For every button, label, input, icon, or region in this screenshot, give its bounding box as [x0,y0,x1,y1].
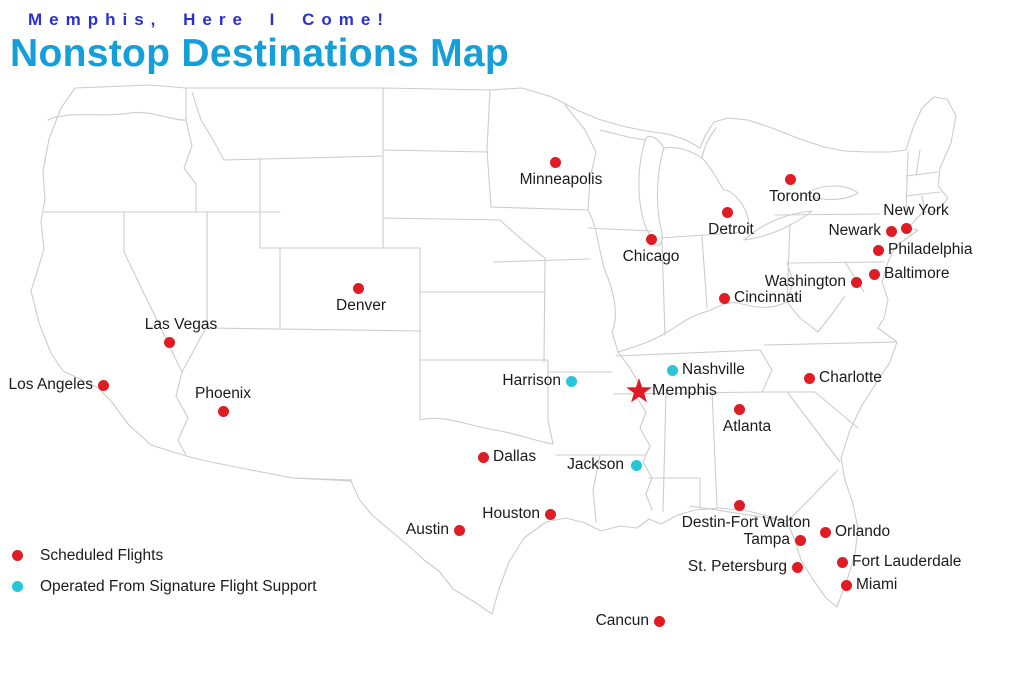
city-label: Detroit [708,221,754,238]
scheduled-dot-icon [900,222,912,234]
city-label: Cancun [595,612,649,629]
signature-dot-icon [12,581,23,592]
city-label: Chicago [622,248,680,265]
legend-label: Scheduled Flights [40,546,164,564]
scheduled-dot-icon [733,403,745,415]
legend-item-scheduled: Scheduled Flights [12,540,317,571]
city-label: Orlando [835,523,891,540]
scheduled-dot-icon [163,336,175,348]
city-label: Las Vegas [144,315,218,333]
scheduled-dot-icon [12,550,23,561]
city-label: Baltimore [884,265,950,282]
scheduled-dot-icon [868,268,880,280]
scheduled-dot-icon [803,372,815,384]
scheduled-dot-icon [97,379,109,391]
scheduled-dot-icon [850,276,862,288]
signature-dot-icon [630,459,642,471]
scheduled-dot-icon [544,508,556,520]
city-label: Memphis [652,382,717,399]
city-label: Harrison [502,372,561,389]
signature-dot-icon [666,364,678,376]
city-label: Miami [856,576,898,593]
scheduled-dot-icon [217,405,229,417]
city-label: Toronto [769,188,821,205]
scheduled-dot-icon [791,561,803,573]
scheduled-dot-icon [794,534,806,546]
city-label: St. Petersburg [687,558,787,575]
scheduled-dot-icon [819,526,831,538]
city-label: Los Angeles [8,376,93,393]
city-label: Washington [764,273,846,290]
city-label: Denver [336,297,386,314]
city-label: Destin-Fort Walton [681,514,811,531]
scheduled-dot-icon [477,451,489,463]
scheduled-dot-icon [885,225,897,237]
state-borders-east [564,104,941,522]
signature-dot-icon [565,375,577,387]
scheduled-dot-icon [718,292,730,304]
state-borders-west [43,87,646,523]
city-label: Austin [405,521,449,538]
city-label: Newark [828,222,881,239]
page-title: Nonstop Destinations Map [10,32,510,75]
scheduled-dot-icon [653,615,665,627]
city-label: Jackson [567,456,624,473]
city-label: New York [883,201,949,219]
legend-item-signature: Operated From Signature Flight Support [12,571,317,602]
scheduled-dot-icon [645,233,657,245]
scheduled-dot-icon [721,206,733,218]
scheduled-dot-icon [453,524,465,536]
great-lakes [599,127,859,246]
scheduled-dot-icon [836,556,848,568]
city-label: Philadelphia [888,241,973,258]
city-label: Fort Lauderdale [852,553,962,570]
legend: Scheduled Flights Operated From Signatur… [12,540,317,602]
scheduled-dot-icon [352,282,364,294]
scheduled-dot-icon [840,579,852,591]
scheduled-dot-icon [733,499,745,511]
city-label: Houston [482,505,540,522]
city-label: Minneapolis [519,171,603,188]
scheduled-dot-icon [549,156,561,168]
city-label: Nashville [682,361,745,378]
city-label: Atlanta [722,418,772,435]
city-label: Tampa [743,531,790,548]
map-tagline: Memphis, Here I Come! [28,10,390,29]
city-label: Charlotte [819,369,882,386]
star-icon [625,378,653,405]
scheduled-dot-icon [784,173,796,185]
legend-label: Operated From Signature Flight Support [40,577,317,595]
scheduled-dot-icon [872,244,884,256]
city-label: Dallas [493,448,537,465]
city-label: Phoenix [194,384,252,402]
city-label: Cincinnati [734,289,803,306]
us-outline [30,84,957,615]
